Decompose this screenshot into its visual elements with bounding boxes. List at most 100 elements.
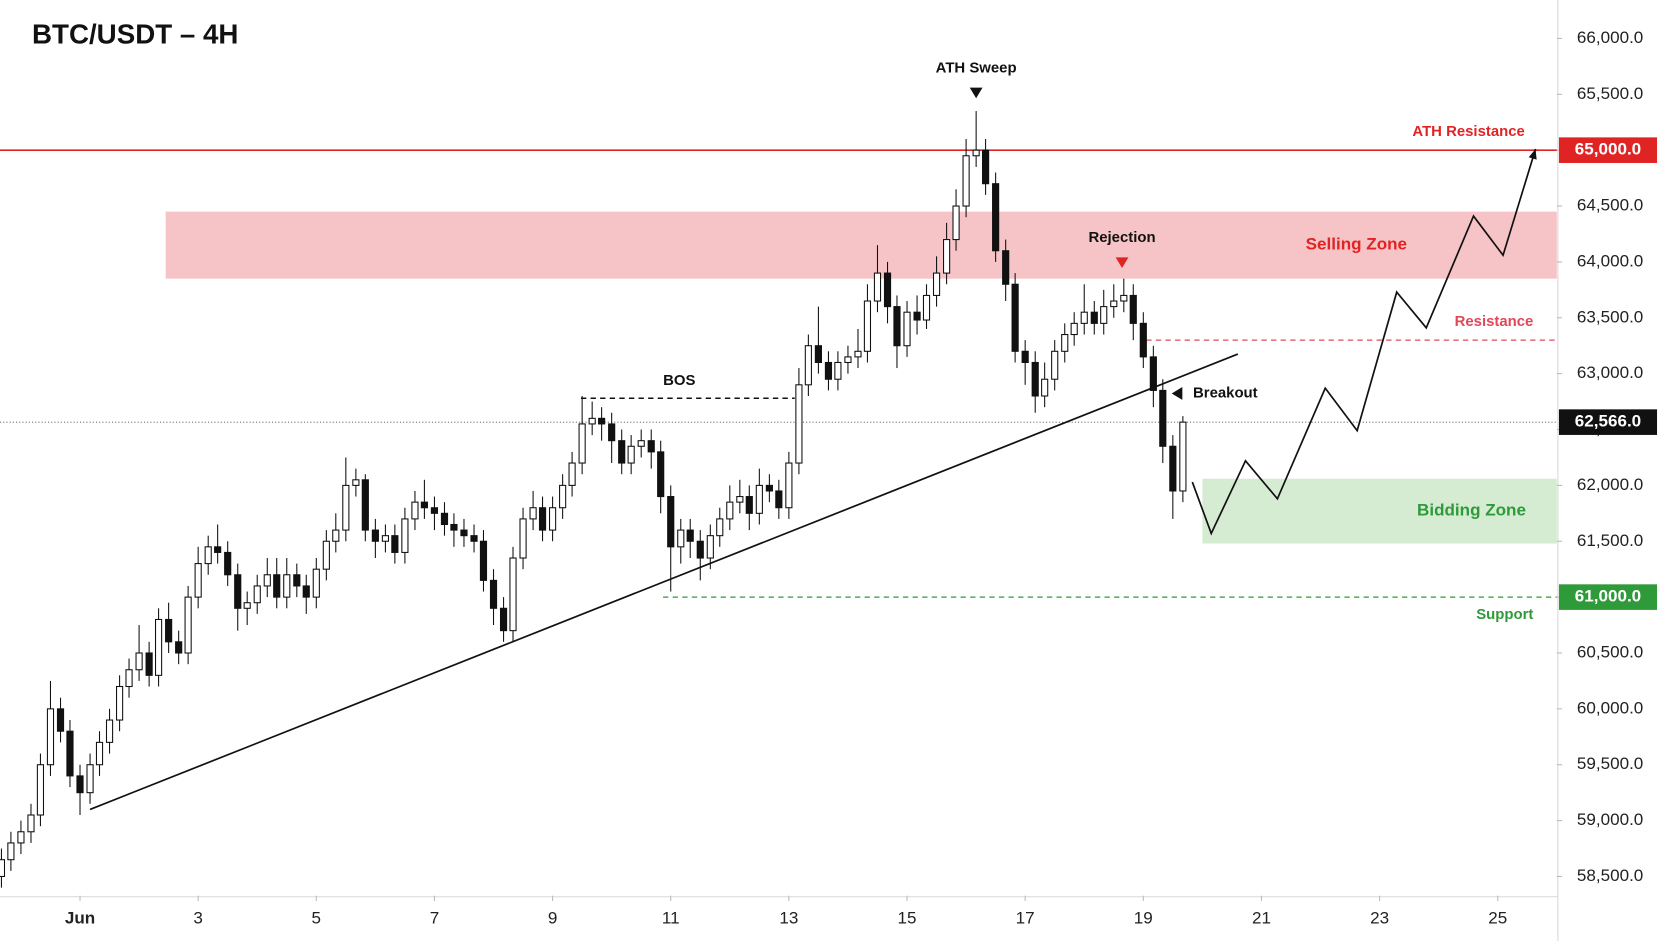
level-label: ATH Resistance bbox=[1412, 123, 1524, 140]
candle-body bbox=[824, 361, 833, 380]
candle-body bbox=[932, 272, 941, 296]
candle-body bbox=[302, 585, 310, 598]
candle-body bbox=[105, 719, 114, 743]
candle-body bbox=[135, 652, 143, 671]
marker-arrow bbox=[969, 87, 983, 99]
y-tick-label: 66,000.0 bbox=[1577, 28, 1643, 47]
candles bbox=[0, 111, 1187, 888]
candle-body bbox=[489, 579, 498, 609]
candle-body bbox=[332, 529, 340, 542]
candle-body bbox=[184, 596, 192, 654]
x-tick-label: 23 bbox=[1370, 909, 1389, 928]
candle-body bbox=[175, 641, 183, 654]
candle-body bbox=[834, 361, 842, 380]
level-label: Resistance bbox=[1455, 313, 1534, 330]
candle-body bbox=[214, 546, 222, 553]
candle-body bbox=[1129, 294, 1137, 324]
x-tick-label: 19 bbox=[1134, 909, 1153, 928]
candle-body bbox=[706, 535, 714, 559]
candle-body bbox=[499, 607, 508, 632]
candle-body bbox=[411, 501, 419, 520]
candle-body bbox=[538, 507, 547, 531]
candle-body bbox=[86, 764, 94, 794]
candle-body bbox=[657, 451, 665, 498]
candle-body bbox=[726, 501, 734, 520]
candle-body bbox=[322, 540, 330, 570]
candle-body bbox=[608, 423, 616, 442]
candle-body bbox=[352, 479, 360, 486]
candle-body bbox=[342, 484, 350, 531]
candle-body bbox=[1070, 322, 1078, 336]
y-tick-label: 60,500.0 bbox=[1577, 642, 1643, 661]
candle-body bbox=[470, 535, 478, 542]
candle-body bbox=[982, 149, 990, 185]
candle-body bbox=[1041, 378, 1049, 397]
marker-label: ATH Sweep bbox=[936, 59, 1017, 76]
x-tick-label: 9 bbox=[548, 909, 557, 928]
candle-body bbox=[578, 423, 586, 464]
candle-body bbox=[1169, 445, 1177, 492]
candle-body bbox=[1110, 300, 1118, 308]
candle-body bbox=[844, 356, 852, 364]
annotations: Selling Zone Bidding Zone ATH Resistance Re… bbox=[663, 59, 1533, 623]
candle-body bbox=[194, 563, 202, 598]
candle-body bbox=[7, 842, 15, 861]
candle-body bbox=[785, 462, 793, 509]
candle-body bbox=[804, 345, 812, 386]
candle-body bbox=[283, 574, 291, 598]
candle-body bbox=[479, 540, 488, 581]
x-tick-label: 15 bbox=[898, 909, 917, 928]
zone bbox=[165, 211, 1557, 279]
chart-title: BTC/USDT – 4H bbox=[32, 19, 238, 50]
candle-body bbox=[647, 440, 655, 453]
marker-label: Rejection bbox=[1088, 229, 1155, 246]
candle-body bbox=[401, 518, 409, 553]
candle-body bbox=[420, 501, 428, 509]
candle-body bbox=[873, 272, 882, 302]
candle-body bbox=[814, 345, 822, 364]
candle-body bbox=[1061, 334, 1069, 352]
candle-body bbox=[36, 764, 45, 816]
candle-body bbox=[95, 741, 104, 766]
candle-body bbox=[145, 652, 153, 676]
candle-body bbox=[440, 512, 449, 526]
candle-body bbox=[460, 529, 468, 537]
price-tag-label: 65,000.0 bbox=[1575, 140, 1641, 159]
candle-body bbox=[992, 183, 1000, 252]
candle-body bbox=[686, 529, 694, 542]
candle-body bbox=[588, 417, 596, 425]
candle-body bbox=[913, 311, 921, 321]
lines bbox=[0, 37, 1563, 902]
candle-body bbox=[1100, 306, 1108, 324]
y-tick-label: 60,000.0 bbox=[1577, 698, 1643, 717]
candle-body bbox=[637, 440, 645, 447]
candle-body bbox=[17, 831, 25, 844]
y-tick-label: 58,500.0 bbox=[1577, 866, 1643, 885]
candle-body bbox=[559, 484, 567, 509]
candle-body bbox=[509, 557, 517, 632]
candle-body bbox=[66, 730, 74, 777]
candle-body bbox=[204, 546, 212, 565]
candle-body bbox=[243, 602, 251, 609]
candle-body bbox=[736, 496, 744, 503]
candle-body bbox=[450, 523, 458, 531]
y-tick-label: 64,000.0 bbox=[1577, 251, 1643, 270]
candle-body bbox=[883, 272, 892, 308]
projection-path bbox=[1191, 148, 1537, 536]
candle-body bbox=[1139, 322, 1147, 358]
candle-body bbox=[922, 294, 931, 321]
candle-body bbox=[381, 535, 389, 542]
y-tick-label: 61,500.0 bbox=[1577, 531, 1643, 550]
candle-body bbox=[696, 540, 704, 559]
candle-body bbox=[795, 384, 803, 464]
candle-body bbox=[598, 417, 606, 425]
candle-body bbox=[854, 350, 862, 358]
candle-body bbox=[962, 155, 970, 207]
candle-body bbox=[234, 574, 242, 609]
candle-body bbox=[224, 551, 232, 576]
candle-body bbox=[165, 618, 173, 643]
candle-body bbox=[371, 529, 379, 542]
projection-arrowhead bbox=[1528, 149, 1537, 160]
x-tick-label: Jun bbox=[65, 909, 95, 928]
